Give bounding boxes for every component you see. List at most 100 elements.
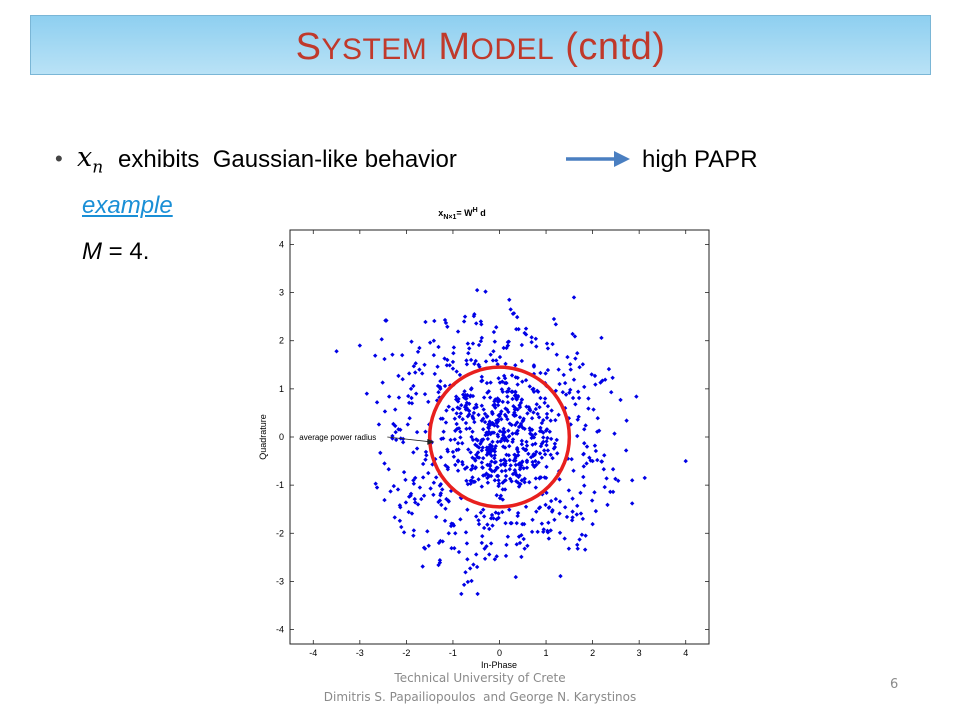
data-point: [479, 335, 485, 341]
data-point: [409, 395, 414, 401]
data-point: [522, 480, 527, 485]
data-point: [482, 546, 487, 551]
data-point: [552, 444, 558, 450]
data-point: [479, 374, 485, 380]
data-point: [470, 463, 475, 469]
data-point: [492, 478, 498, 483]
footer-institution: Technical University of Crete: [394, 671, 566, 685]
data-point: [479, 437, 485, 443]
data-point: [498, 439, 504, 444]
data-point: [479, 540, 485, 546]
data-point: [577, 364, 582, 370]
data-point: [476, 477, 481, 482]
data-point: [521, 521, 527, 527]
data-point: [479, 418, 485, 423]
x-tick-label: 4: [683, 648, 688, 658]
data-point: [495, 403, 501, 408]
data-point: [490, 358, 496, 363]
data-point: [590, 458, 595, 464]
data-point: [509, 373, 515, 378]
title-rest-model: ODEL: [470, 33, 555, 66]
data-point: [515, 480, 521, 485]
data-point: [506, 389, 511, 394]
variable-sub-n: n: [92, 157, 104, 178]
data-point: [599, 459, 604, 464]
data-point: [492, 460, 498, 465]
data-point: [422, 391, 428, 397]
data-point: [483, 432, 488, 438]
data-point: [510, 396, 515, 402]
data-point: [440, 416, 445, 421]
data-point: [493, 405, 498, 410]
data-point: [454, 394, 459, 399]
y-tick-label: 2: [279, 336, 284, 346]
data-point: [492, 455, 497, 461]
data-point: [553, 417, 558, 423]
data-point: [400, 440, 406, 445]
data-point: [525, 411, 530, 416]
data-point: [511, 403, 516, 409]
scatter-chart: xN×1= WH d -4 -3 -2 -1 0 1 2 3 4 -4 -3 -2 -1 0 1 2 3 4 av…: [258, 207, 710, 670]
data-point: [533, 431, 538, 437]
data-point: [409, 339, 414, 344]
data-point: [454, 411, 459, 416]
data-point: [433, 514, 439, 520]
data-point: [495, 418, 501, 424]
data-point: [541, 430, 546, 435]
data-point: [460, 441, 465, 446]
data-point: [465, 557, 470, 562]
data-point: [391, 421, 396, 427]
data-point: [465, 579, 471, 585]
data-point: [419, 496, 424, 502]
data-point: [413, 370, 418, 375]
data-point: [506, 434, 512, 439]
data-point: [577, 537, 582, 542]
data-point: [510, 439, 515, 445]
data-point: [417, 367, 422, 372]
data-point: [413, 361, 418, 366]
variable-xn: xn: [77, 142, 103, 177]
data-point: [476, 362, 481, 367]
data-point: [463, 392, 468, 398]
data-point: [505, 394, 510, 399]
data-point: [393, 437, 399, 443]
data-point: [476, 342, 482, 348]
data-point: [538, 370, 543, 376]
data-point: [472, 456, 478, 462]
data-point: [447, 363, 452, 368]
data-point: [450, 407, 456, 412]
data-point: [457, 406, 462, 411]
data-point: [530, 462, 536, 468]
data-point: [468, 357, 474, 363]
data-point: [396, 427, 401, 432]
data-point: [505, 416, 510, 422]
x-tick-label: 3: [637, 648, 642, 658]
data-point: [405, 422, 410, 427]
data-point: [593, 448, 599, 454]
data-point: [466, 351, 471, 356]
data-point: [522, 546, 527, 551]
data-point: [420, 475, 426, 480]
data-point: [566, 488, 572, 493]
data-point: [396, 373, 401, 379]
data-point: [457, 372, 463, 378]
chart-title-sub: N×1: [443, 214, 456, 221]
data-point: [507, 297, 512, 303]
data-point: [552, 441, 558, 446]
data-point: [496, 397, 502, 403]
data-point: [458, 411, 464, 416]
data-point: [433, 475, 439, 480]
example-link[interactable]: example: [82, 192, 173, 219]
data-point: [604, 476, 609, 481]
data-point: [486, 422, 491, 427]
data-point: [548, 436, 554, 442]
data-point: [403, 477, 408, 483]
data-point: [544, 442, 549, 448]
data-point: [521, 466, 526, 471]
data-point: [386, 394, 392, 399]
data-point: [403, 500, 409, 505]
data-point: [541, 439, 546, 445]
data-point: [495, 465, 500, 471]
data-point: [505, 534, 511, 539]
data-point: [575, 389, 581, 394]
